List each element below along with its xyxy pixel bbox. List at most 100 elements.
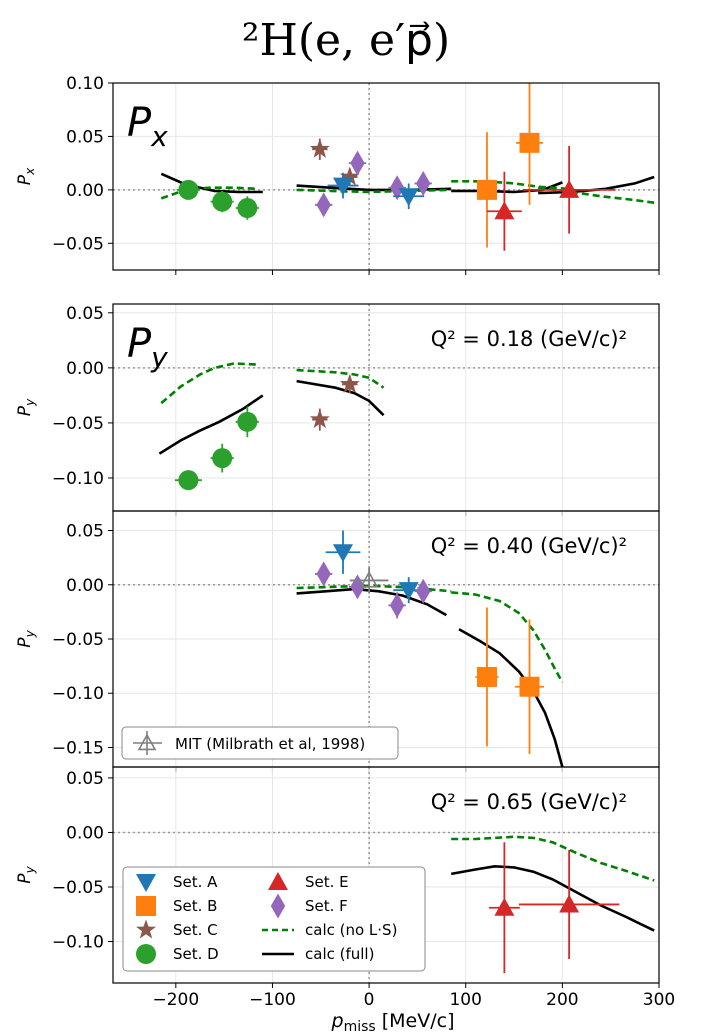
marker-c xyxy=(309,409,330,429)
y-tick-label: −0.05 xyxy=(52,234,104,254)
point-set-f xyxy=(314,561,333,587)
marker-a xyxy=(398,188,419,207)
marker-f xyxy=(389,592,405,618)
panel-big-label: Py xyxy=(127,321,168,374)
marker-f xyxy=(416,170,431,196)
y-axis-label-sub: x xyxy=(23,167,37,176)
point-set-d xyxy=(210,190,234,213)
point-set-f xyxy=(414,170,432,196)
y-axis-label: Py xyxy=(15,398,37,416)
marker-d xyxy=(178,179,199,200)
point-set-e xyxy=(518,849,620,959)
panel-annotation: Q² = 0.18 (GeV/c)² xyxy=(431,327,627,351)
marker-e xyxy=(559,894,580,913)
point-set-mit xyxy=(349,567,389,594)
y-axis-label: Py xyxy=(15,865,37,883)
y-tick-label: −0.05 xyxy=(52,878,104,898)
marker-f xyxy=(316,192,331,218)
marker-c xyxy=(339,166,360,186)
point-set-d xyxy=(235,406,259,438)
curves xyxy=(450,835,655,932)
curve-calc-full xyxy=(538,175,655,195)
marker-b xyxy=(519,676,540,697)
x-axis-label-main: p xyxy=(331,1010,344,1032)
point-set-c xyxy=(339,373,360,394)
point-set-b xyxy=(515,83,544,205)
y-axis-label: Py xyxy=(15,629,37,647)
curve-calc-no-ls xyxy=(296,368,385,389)
panel-frame xyxy=(112,766,660,984)
point-set-d xyxy=(174,470,202,491)
data-points xyxy=(488,842,620,974)
curve-calc-full xyxy=(458,628,564,767)
y-axis-label-sub: y xyxy=(23,398,37,407)
panel-py040: −0.15 −0.10 −0.05 0.00 0.05 Py Q² = 0.40 (GeV/… xyxy=(15,510,660,772)
point-set-d xyxy=(235,196,259,220)
legend: Set. A Set. B Set. C Set. D Set. E Set. F calc… xyxy=(122,866,426,972)
curve-calc-full xyxy=(450,864,655,932)
legend-item-b: Set. B xyxy=(136,896,217,916)
legend-mit-frame xyxy=(121,726,399,760)
legend-label: Set. D xyxy=(173,945,219,963)
marker-d xyxy=(212,448,233,469)
legend-marker xyxy=(136,874,156,892)
marker-d xyxy=(237,198,258,219)
marker-f xyxy=(316,561,331,587)
point-set-f xyxy=(388,592,406,619)
x-axis-label-unit: [MeV/c] xyxy=(376,1010,455,1032)
y-axis-label-sub: y xyxy=(23,865,37,874)
y-tick-label: 0.05 xyxy=(66,769,104,789)
data-points xyxy=(314,530,545,754)
y-tick-label: −0.10 xyxy=(52,684,104,704)
point-set-f xyxy=(348,150,367,176)
legend-marker xyxy=(136,896,156,916)
legend-label: Set. E xyxy=(305,873,349,891)
point-set-b xyxy=(515,619,545,754)
x-tick-label: 300 xyxy=(643,990,675,1010)
marker-b xyxy=(476,666,497,687)
legend-marker xyxy=(136,919,156,939)
legend-label: Set. C xyxy=(173,921,218,939)
y-tick-label: 0.05 xyxy=(66,127,104,147)
marker-b xyxy=(519,132,540,153)
point-set-f xyxy=(388,175,406,201)
marker-f xyxy=(350,150,365,176)
legend-item-f: Set. F xyxy=(270,893,348,919)
legend-item-c: Set. C xyxy=(136,919,218,939)
point-set-d xyxy=(176,179,200,200)
point-set-e xyxy=(488,842,520,974)
legend-label: Set. F xyxy=(305,897,348,915)
y-axis-label-main: P xyxy=(15,174,35,185)
curve-calc-no-ls xyxy=(451,835,655,882)
curve-calc-full xyxy=(451,181,563,194)
curve-calc-full xyxy=(296,379,385,417)
y-tick-label: −0.10 xyxy=(52,933,104,953)
y-tick-label: 0.00 xyxy=(66,181,104,201)
marker-d xyxy=(237,411,258,432)
marker-d xyxy=(212,191,233,212)
legend-marker xyxy=(270,893,286,919)
legend-mit-label: MIT (Milbrath et al, 1998) xyxy=(175,735,365,753)
legend-label: Set. A xyxy=(173,873,218,891)
data-points xyxy=(174,373,360,491)
y-tick-label: 0.05 xyxy=(66,522,104,542)
y-axis-label-main: P xyxy=(15,873,35,884)
gridlines xyxy=(113,82,660,270)
panel-big-label-sub: x xyxy=(150,120,168,153)
curve-calc-no-ls xyxy=(160,186,259,200)
x-axis-label-sub: miss xyxy=(344,1019,376,1035)
point-set-c xyxy=(309,408,330,431)
y-axis-label-sub: y xyxy=(23,629,37,638)
y-axis-label-main: P xyxy=(15,637,35,648)
y-tick-label: −0.10 xyxy=(52,469,104,489)
curve-calc-full xyxy=(160,172,263,194)
curve-calc-no-ls xyxy=(296,584,452,593)
point-set-a xyxy=(325,530,361,574)
panel-frame xyxy=(112,82,660,271)
y-tick-label: −0.15 xyxy=(52,738,104,758)
x-tick-label: 0 xyxy=(364,990,375,1010)
marker-a xyxy=(332,177,353,196)
legend-label: calc (no L·S) xyxy=(305,921,397,939)
